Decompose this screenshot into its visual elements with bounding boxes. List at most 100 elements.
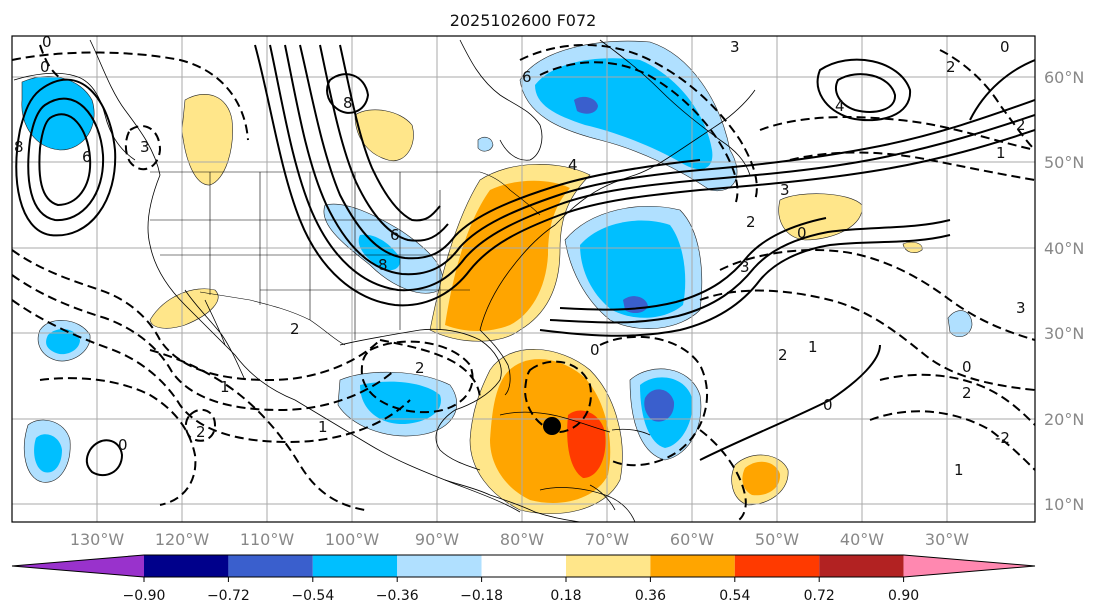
contour-label: 3 bbox=[780, 181, 790, 199]
coastline-baja bbox=[184, 289, 246, 381]
contour-pos-trough-2 bbox=[269, 44, 1035, 292]
contour-label: 1 bbox=[220, 378, 230, 396]
contour-label: 0 bbox=[1000, 38, 1010, 56]
lon-label: 50°W bbox=[755, 530, 799, 549]
lon-label: 120°W bbox=[155, 530, 210, 549]
contour-pos-ridge-west-3 bbox=[38, 113, 92, 207]
lon-label: 60°W bbox=[670, 530, 714, 549]
colorbar-segment bbox=[228, 555, 313, 577]
contour-label: 0 bbox=[40, 58, 50, 76]
contour-pos-central-atl bbox=[699, 344, 881, 461]
colorbar-tick-label: −0.90 bbox=[123, 588, 166, 604]
contour-label: 0 bbox=[962, 358, 972, 376]
contour-label: 6 bbox=[522, 68, 532, 86]
lon-label: 90°W bbox=[415, 530, 459, 549]
contour-label: 2 bbox=[415, 359, 425, 377]
contour-label: 3 bbox=[740, 258, 750, 276]
contour-label: 1 bbox=[996, 144, 1006, 162]
coastline-hudson-bay bbox=[459, 39, 543, 161]
shade-blue-plains bbox=[358, 234, 401, 271]
shade-blue-gulf bbox=[360, 381, 441, 425]
contour-neg-caribbean bbox=[523, 360, 592, 434]
contour-neg-far-east bbox=[939, 49, 1035, 151]
coastline-alaska bbox=[13, 72, 136, 161]
political-borders bbox=[150, 171, 541, 346]
colorbar-tick-label: −0.72 bbox=[207, 588, 250, 604]
contour-pos-trough-4 bbox=[299, 44, 701, 260]
shade-blue-atlantic bbox=[580, 220, 686, 318]
contour-neg-gulf-closed bbox=[360, 340, 474, 414]
contour-label: 2 bbox=[946, 58, 956, 76]
contour-neg-5 bbox=[39, 377, 197, 506]
shade-lightblue-east-atl bbox=[947, 310, 973, 338]
contour-pos-ridge-west bbox=[15, 78, 117, 237]
contour-neg-caribbean-2 bbox=[599, 335, 708, 467]
contour-neg-atlantic-4 bbox=[869, 410, 1035, 471]
colorbar-segment bbox=[734, 555, 820, 577]
contour-neg-4 bbox=[12, 299, 411, 444]
colorbar-tick-label: 0.36 bbox=[635, 588, 666, 604]
border-states-2 bbox=[150, 219, 470, 291]
coastline-east-us bbox=[479, 89, 756, 331]
contour-label: 3 bbox=[1016, 299, 1026, 317]
contours-positive bbox=[15, 44, 1035, 477]
contour-label: 0 bbox=[118, 436, 128, 454]
contour-pos-pacific-small bbox=[85, 439, 124, 477]
colorbar-extend-high bbox=[903, 555, 1035, 577]
coastline-south-america bbox=[539, 487, 636, 522]
lon-label: 100°W bbox=[325, 530, 380, 549]
colorbar-extend-low bbox=[12, 555, 144, 577]
colorbar-segment bbox=[144, 555, 229, 577]
shade-blue-canada-east bbox=[535, 58, 713, 170]
contour-neg-6 bbox=[149, 349, 366, 511]
border-us-canada bbox=[150, 171, 541, 216]
contour-neg-west-closed bbox=[124, 125, 162, 171]
contour-neg-atlantic-3 bbox=[879, 373, 1035, 426]
contour-label: 4 bbox=[835, 97, 845, 115]
contour-label: 8 bbox=[343, 94, 353, 112]
contour-label: 1 bbox=[808, 338, 818, 356]
contour-neg-labrador-2 bbox=[539, 61, 739, 203]
colorbar-tick-label: −0.36 bbox=[376, 588, 419, 604]
colorbar-tick-label: 0.18 bbox=[550, 588, 581, 604]
lon-labels: 130°W 120°W 110°W 100°W 90°W 80°W 70°W 6… bbox=[70, 530, 969, 549]
shade-yellow-baja bbox=[149, 288, 219, 329]
contour-pos-closed-ne-2 bbox=[835, 73, 897, 113]
contour-pos-trough-1 bbox=[254, 44, 1035, 307]
contour-label: 2 bbox=[290, 320, 300, 338]
contours-negative bbox=[12, 44, 1035, 522]
contour-label: 2 bbox=[1016, 116, 1026, 134]
shade-blue-sw bbox=[34, 434, 62, 473]
contour-pos-closed-canada bbox=[326, 73, 370, 114]
contour-neg-3 bbox=[12, 274, 396, 412]
contour-pos-far-east bbox=[969, 59, 1035, 121]
coastline-gulf-mexico bbox=[339, 328, 502, 471]
lon-label: 80°W bbox=[500, 530, 544, 549]
coastline-hispaniola bbox=[611, 428, 651, 436]
contour-pos-ridge-west-2 bbox=[27, 97, 105, 222]
contour-neg-labrador bbox=[519, 44, 758, 201]
coastlines bbox=[13, 39, 756, 522]
contour-pos-atl-ridge-2 bbox=[549, 219, 951, 324]
colorbar: −0.90 −0.72 −0.54 −0.36 −0.18 0.18 0.36 … bbox=[11, 554, 1036, 604]
contour-label: 2 bbox=[746, 213, 756, 231]
contour-label: 8 bbox=[378, 256, 388, 274]
lat-label: 30°N bbox=[1044, 324, 1084, 343]
shade-blue-pacific-nw bbox=[21, 76, 95, 151]
lat-label: 60°N bbox=[1044, 68, 1084, 87]
colorbar-segment bbox=[397, 555, 482, 577]
contour-pos-trough-6 bbox=[339, 44, 441, 222]
shade-darkblue-caribbean-e bbox=[644, 389, 675, 422]
coastline-cuba bbox=[499, 411, 611, 433]
contour-label: 2 bbox=[196, 423, 206, 441]
shade-yellow-east-atl bbox=[902, 241, 923, 253]
contour-neg-1 bbox=[12, 51, 249, 141]
colorbar-tick-label: −0.18 bbox=[460, 588, 503, 604]
contour-label: 6 bbox=[82, 148, 92, 166]
lon-label: 130°W bbox=[70, 530, 125, 549]
contour-label: 0 bbox=[823, 396, 833, 414]
contour-pos-atl-ridge-3 bbox=[559, 217, 827, 311]
coastline-pacific-nw bbox=[89, 39, 521, 513]
map-title: 2025102600 F072 bbox=[450, 11, 597, 30]
